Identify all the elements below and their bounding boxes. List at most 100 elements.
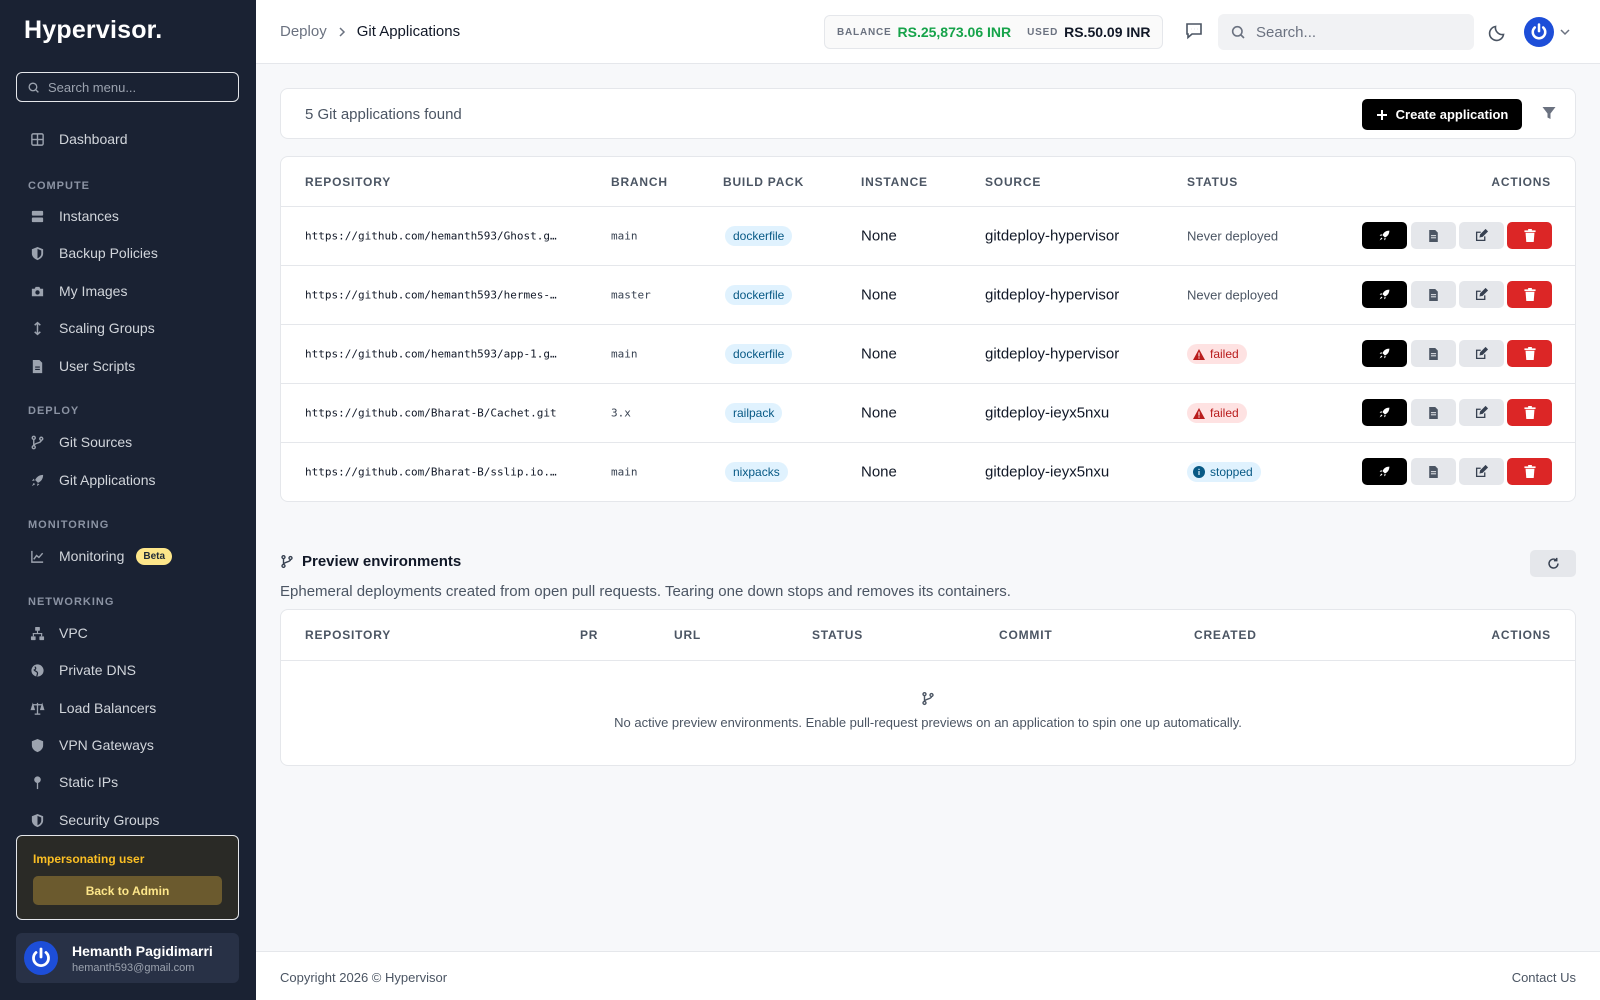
sidebar-item-dashboard[interactable]: Dashboard	[16, 123, 240, 155]
column-header-repository: REPOSITORY	[305, 175, 392, 189]
sidebar-item-vpc[interactable]: VPC	[16, 617, 240, 649]
search-icon	[28, 81, 39, 93]
sidebar-item-load-balancers[interactable]: Load Balancers	[16, 692, 240, 724]
edit-icon	[1475, 465, 1488, 478]
delete-button[interactable]	[1507, 399, 1552, 426]
contact-link[interactable]: Contact Us	[1511, 970, 1576, 985]
sidebar-item-private-dns[interactable]: Private DNS	[16, 654, 240, 686]
logs-button[interactable]	[1411, 340, 1456, 367]
preview-environments-table: REPOSITORY PR URL STATUS COMMIT CREATED …	[280, 609, 1576, 766]
sidebar-item-backup-policies[interactable]: Backup Policies	[16, 237, 240, 269]
sidebar-item-security-groups[interactable]: Security Groups	[16, 804, 240, 836]
sidebar-item-label: Dashboard	[59, 131, 128, 147]
repository-url[interactable]: https://github.com/hemanth593/Ghost.g…	[305, 229, 557, 243]
sidebar-item-monitoring[interactable]: Monitoring Beta	[16, 540, 240, 572]
trash-icon	[1523, 347, 1536, 360]
column-header-status: STATUS	[812, 628, 864, 642]
branch: main	[611, 465, 638, 479]
rocket-icon	[1379, 348, 1390, 359]
global-search-input[interactable]	[1256, 23, 1456, 41]
refresh-button[interactable]	[1530, 550, 1576, 577]
messages-button[interactable]	[1184, 21, 1204, 46]
trash-icon	[1523, 229, 1536, 242]
status-badge: failed	[1187, 403, 1247, 423]
status-label: failed	[1210, 406, 1239, 420]
user-card[interactable]: Hemanth Pagidimarri hemanth593@gmail.com	[16, 933, 239, 983]
sidebar-item-git-sources[interactable]: Git Sources	[16, 426, 240, 458]
deploy-button[interactable]	[1362, 340, 1407, 367]
table-row: https://github.com/Bharat-B/Cachet.git 3…	[281, 383, 1575, 442]
sidebar-item-scaling-groups[interactable]: Scaling Groups	[16, 312, 240, 344]
logs-button[interactable]	[1411, 458, 1456, 485]
sidebar-item-label: Security Groups	[59, 812, 160, 828]
avatar	[24, 941, 58, 975]
edit-button[interactable]	[1459, 281, 1504, 308]
camera-icon	[31, 286, 44, 296]
deploy-button[interactable]	[1362, 458, 1407, 485]
delete-button[interactable]	[1507, 222, 1552, 249]
edit-button[interactable]	[1459, 458, 1504, 485]
deploy-button[interactable]	[1362, 281, 1407, 308]
globe-icon	[31, 663, 44, 677]
sidebar-item-static-ips[interactable]: Static IPs	[16, 766, 240, 798]
plus-icon	[1376, 109, 1387, 120]
edit-button[interactable]	[1459, 340, 1504, 367]
column-header-status: STATUS	[1187, 175, 1239, 189]
applications-table: REPOSITORY BRANCH BUILD PACK INSTANCE SO…	[280, 156, 1576, 502]
preview-environments-header: Preview environments	[280, 553, 461, 570]
rocket-icon	[31, 474, 44, 486]
sidebar-search[interactable]	[16, 72, 239, 102]
global-search[interactable]	[1218, 14, 1474, 50]
filter-button[interactable]	[1541, 105, 1557, 126]
repository-url[interactable]: https://github.com/Bharat-B/sslip.io.…	[305, 465, 557, 479]
sidebar-item-label: VPC	[59, 625, 88, 641]
column-header-repository: REPOSITORY	[305, 628, 392, 642]
delete-button[interactable]	[1507, 281, 1552, 308]
apps-count: 5 Git applications found	[305, 106, 462, 123]
balance-widget: BALANCE RS.25,873.06 INR USED RS.50.09 I…	[824, 15, 1164, 49]
network-icon	[30, 626, 45, 640]
repository-url[interactable]: https://github.com/Bharat-B/Cachet.git	[305, 406, 557, 420]
sidebar-item-my-images[interactable]: My Images	[16, 275, 240, 307]
rocket-icon	[1379, 289, 1390, 300]
section-deploy: DEPLOY	[28, 405, 80, 417]
edit-button[interactable]	[1459, 399, 1504, 426]
sidebar-search-input[interactable]	[48, 79, 228, 95]
repository-url[interactable]: https://github.com/hemanth593/app-1.g…	[305, 347, 557, 361]
section-monitoring: MONITORING	[28, 519, 110, 531]
sidebar-item-vpn-gateways[interactable]: VPN Gateways	[16, 729, 240, 761]
delete-button[interactable]	[1507, 340, 1552, 367]
column-header-branch: BRANCH	[611, 175, 668, 189]
file-icon	[1429, 288, 1438, 301]
sidebar-item-user-scripts[interactable]: User Scripts	[16, 350, 240, 382]
rocket-icon	[1379, 407, 1390, 418]
scale-icon	[30, 701, 45, 715]
chevron-right-icon	[339, 26, 345, 37]
delete-button[interactable]	[1507, 458, 1552, 485]
brand-logo[interactable]: Hypervisor.	[24, 16, 163, 44]
power-icon	[1531, 23, 1547, 40]
info-icon	[1193, 466, 1205, 478]
breadcrumb-deploy[interactable]: Deploy	[280, 23, 327, 40]
logs-button[interactable]	[1411, 399, 1456, 426]
user-menu[interactable]	[1524, 17, 1570, 47]
sidebar-item-label: Private DNS	[59, 662, 137, 678]
logs-button[interactable]	[1411, 222, 1456, 249]
repository-url[interactable]: https://github.com/hemanth593/hermes-…	[305, 288, 557, 302]
create-application-button[interactable]: Create application	[1362, 99, 1522, 130]
rocket-icon	[1379, 230, 1390, 241]
sidebar-item-instances[interactable]: Instances	[16, 200, 240, 232]
sidebar-item-label: Static IPs	[59, 774, 119, 790]
balance-label: BALANCE	[837, 26, 892, 38]
theme-toggle[interactable]	[1488, 22, 1508, 47]
file-icon	[1429, 465, 1438, 478]
deploy-button[interactable]	[1362, 222, 1407, 249]
empty-state: No active preview environments. Enable p…	[281, 660, 1575, 766]
deploy-button[interactable]	[1362, 399, 1407, 426]
sidebar-item-label: Instances	[59, 208, 119, 224]
edit-button[interactable]	[1459, 222, 1504, 249]
sidebar-item-git-applications[interactable]: Git Applications	[16, 464, 240, 496]
grid-icon	[31, 132, 44, 146]
back-to-admin-button[interactable]: Back to Admin	[33, 876, 222, 905]
logs-button[interactable]	[1411, 281, 1456, 308]
